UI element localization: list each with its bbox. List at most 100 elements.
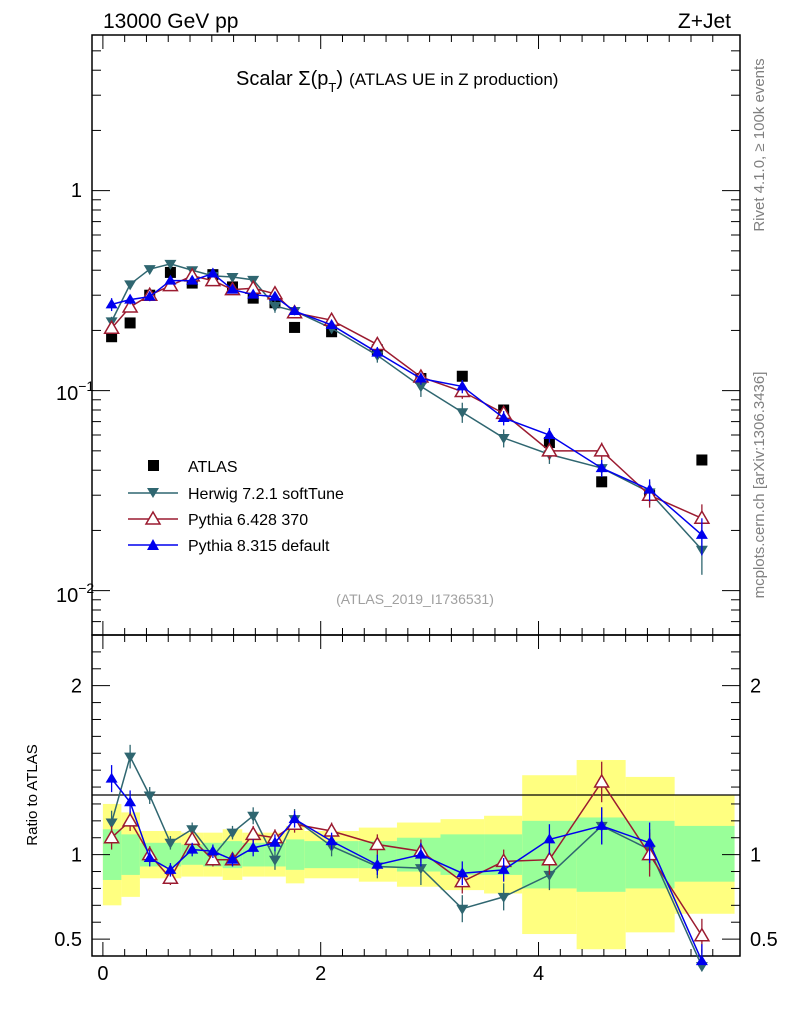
- pythia8-ratio-point: [226, 853, 239, 864]
- pythia8-point: [288, 305, 301, 316]
- source-label: mcplots.cern.ch [arXiv:1306.3436]: [751, 372, 768, 599]
- ratio-plot-frame: [91, 634, 741, 957]
- pythia6-line: [111, 275, 703, 519]
- pythia8-ratio-point: [325, 835, 338, 846]
- energy-label: 13000 GeV pp: [103, 10, 238, 33]
- herwig-point: [124, 280, 137, 291]
- herwig-ratio-point: [268, 855, 281, 866]
- ratio-ytick-label-left: 2: [71, 676, 82, 698]
- atlas-point: [289, 321, 301, 333]
- ratio-panel: 0.5 0.5 1 1 2 2 0 2 4 Ratio to ATLAS: [24, 634, 778, 985]
- pythia8-ratio-point: [288, 813, 301, 824]
- pythia8-ratio-point: [497, 863, 510, 874]
- herwig-ratio-point: [247, 811, 260, 822]
- pythia6-point: [541, 442, 558, 457]
- xtick-label: 2: [315, 963, 326, 985]
- legend-herwig-marker: [147, 488, 159, 498]
- pythia8-point: [371, 346, 384, 357]
- xtick-label: 0: [97, 963, 108, 985]
- process-label: Z+Jet: [678, 10, 731, 33]
- herwig-point: [456, 408, 469, 419]
- pythia6-point: [121, 298, 139, 313]
- analysis-id: (ATLAS_2019_I1736531): [336, 591, 494, 607]
- legend-herwig: Herwig 7.2.1 softTune: [128, 486, 344, 503]
- herwig-ratio-point: [414, 864, 427, 875]
- pythia8-point: [643, 483, 656, 494]
- atlas-point: [596, 476, 608, 488]
- pythia8-point: [206, 267, 219, 278]
- pythia6-ratio-point: [369, 836, 386, 851]
- pythia8-point: [226, 283, 239, 294]
- atlas-point: [696, 454, 708, 466]
- herwig-ratio-point: [543, 870, 556, 881]
- pythia6-ratio-point: [204, 851, 222, 866]
- pythia8-point: [325, 318, 338, 329]
- ytick-label-0.01: 10−2: [56, 580, 94, 607]
- pythia8-point: [186, 274, 199, 285]
- pythia8-ratio-point: [371, 858, 384, 869]
- pythia8-point: [247, 288, 260, 299]
- pythia8-point: [124, 293, 137, 304]
- herwig-ratio-point: [456, 904, 469, 915]
- legend-pythia6-marker: [144, 510, 162, 525]
- pythia8-point: [543, 429, 556, 439]
- pythia8-ratio-point: [247, 841, 260, 852]
- pythia6-ratio-point: [121, 812, 139, 827]
- main-panel: Scalar Σ(pT) (ATLAS UE in Z production) 1…: [56, 34, 741, 636]
- pythia8-point: [164, 274, 177, 285]
- pythia8-ratio-point: [164, 863, 177, 874]
- uncertainty-band-green: [159, 842, 182, 867]
- pythia8-ratio-point: [143, 852, 156, 863]
- pythia8-ratio-point: [268, 836, 281, 847]
- atlas-point: [456, 370, 468, 382]
- pythia8-point: [414, 372, 427, 383]
- herwig-point: [268, 301, 281, 312]
- herwig-ratio-point: [226, 828, 239, 839]
- pythia8-ratio-point: [643, 836, 656, 847]
- atlas-point: [124, 317, 136, 329]
- pythia8-point: [456, 380, 469, 391]
- herwig-ratio-point: [105, 818, 118, 829]
- pythia8-ratio-point: [206, 845, 219, 856]
- herwig-line: [110, 263, 703, 551]
- pythia8-point: [143, 290, 156, 301]
- pythia6-point: [204, 272, 222, 287]
- pythia8-point: [695, 528, 708, 539]
- pythia6-point: [103, 319, 120, 335]
- pythia8-ratio-point: [105, 772, 118, 783]
- uncertainty-band-green: [121, 834, 140, 875]
- atlas-point: [106, 331, 118, 343]
- pythia6-point: [593, 442, 610, 457]
- legend-atlas: ATLAS: [148, 459, 238, 476]
- pythia8-ratio-point: [124, 796, 137, 807]
- main-title: Scalar Σ(pT) (ATLAS UE in Z production): [236, 68, 558, 95]
- pythia8-ratio-point: [456, 867, 469, 878]
- legend-pythia6-label: Pythia 6.428 370: [188, 512, 308, 529]
- legend-atlas-marker: [148, 460, 159, 471]
- herwig-point: [226, 272, 239, 283]
- legend-atlas-label: ATLAS: [188, 459, 238, 476]
- herwig-point: [497, 433, 510, 444]
- ratio-ytick-label-left: 0.5: [54, 929, 82, 951]
- legend-pythia8: Pythia 8.315 default: [128, 538, 330, 555]
- herwig-point: [414, 382, 427, 393]
- xtick-label: 4: [533, 963, 544, 985]
- legend-herwig-label: Herwig 7.2.1 softTune: [188, 486, 344, 503]
- ratio-ylabel: Ratio to ATLAS: [24, 744, 41, 845]
- ytick-label-1: 1: [71, 180, 82, 202]
- herwig-point: [143, 265, 156, 276]
- pythia8-ratio-point: [595, 819, 608, 830]
- herwig-ratio-point: [164, 838, 177, 849]
- pythia8-point: [105, 298, 118, 309]
- pythia8-point: [595, 462, 608, 473]
- pythia6-ratio-point: [541, 851, 558, 866]
- pythia8-point: [268, 290, 281, 301]
- herwig-ratio-point: [124, 752, 137, 763]
- pythia6-point: [162, 277, 179, 292]
- pythia8-ratio-point: [414, 848, 427, 859]
- herwig-ratio-point: [143, 791, 156, 802]
- atlas-point: [164, 266, 176, 278]
- ratio-ytick-label-right: 0.5: [750, 929, 778, 951]
- uncertainty-band-green: [674, 825, 735, 882]
